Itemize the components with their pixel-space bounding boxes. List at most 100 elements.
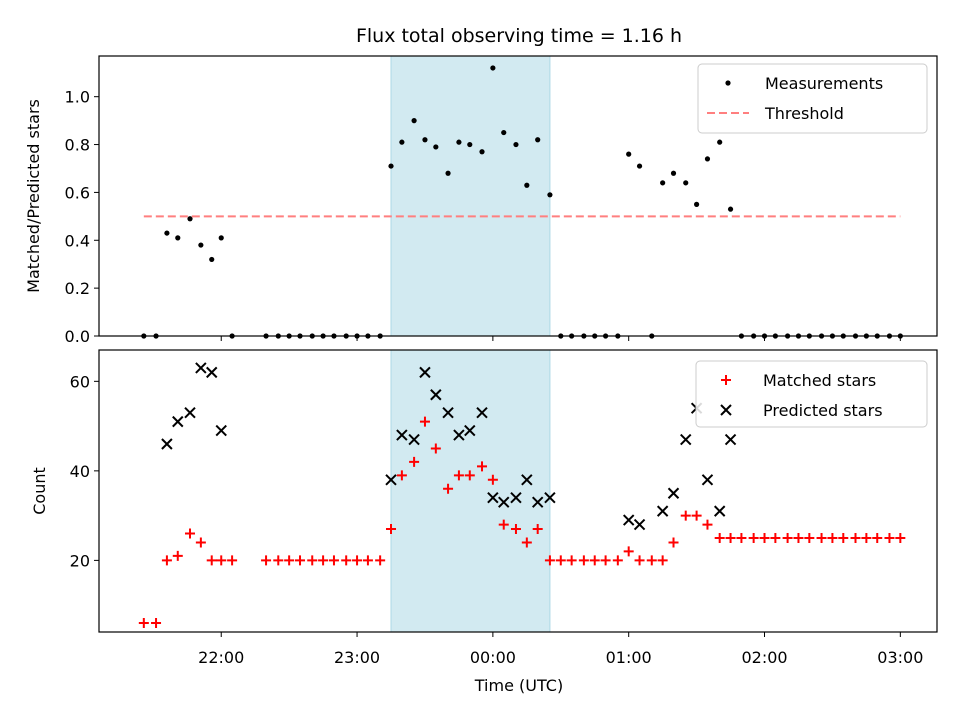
data-point xyxy=(479,149,485,155)
data-point xyxy=(770,533,781,543)
data-point xyxy=(535,137,541,143)
data-point xyxy=(172,415,184,428)
data-point xyxy=(411,118,417,124)
data-point xyxy=(430,443,441,454)
data-point xyxy=(172,550,183,561)
data-point xyxy=(600,555,611,566)
data-point xyxy=(453,470,464,481)
y-tick-label: 0.6 xyxy=(65,183,90,202)
data-point xyxy=(487,474,498,485)
data-point xyxy=(175,235,181,241)
data-point xyxy=(861,533,872,543)
y-tick-label: 0.4 xyxy=(65,231,90,250)
data-point xyxy=(636,163,643,169)
data-point xyxy=(164,230,170,236)
data-point xyxy=(736,533,747,543)
y-tick-label: 1.0 xyxy=(65,88,90,107)
data-point xyxy=(691,510,702,521)
data-point xyxy=(419,416,430,427)
data-point xyxy=(399,139,405,145)
y-axis-label: Count xyxy=(30,467,49,515)
data-point xyxy=(782,533,793,543)
data-point xyxy=(433,144,439,150)
data-point xyxy=(161,555,172,566)
data-point xyxy=(667,487,680,499)
data-point xyxy=(138,618,149,629)
x-tick-label: 01:00 xyxy=(606,648,652,667)
data-point xyxy=(386,524,397,535)
data-point xyxy=(850,533,861,543)
data-point xyxy=(555,555,566,566)
data-point xyxy=(524,182,530,188)
data-point xyxy=(209,256,215,263)
data-point xyxy=(227,555,238,566)
data-point xyxy=(261,555,272,566)
legends: Measurements Threshold Matched stars Predic… xyxy=(695,63,928,428)
data-point xyxy=(385,474,397,486)
y-tick-label: 0.8 xyxy=(65,136,90,155)
data-point xyxy=(838,533,849,543)
data-point xyxy=(510,492,522,504)
y-tick-label: 60 xyxy=(70,372,90,391)
data-point xyxy=(464,470,475,481)
data-point xyxy=(804,533,815,543)
y-tick-label: 0.0 xyxy=(65,327,90,346)
data-point xyxy=(702,519,713,530)
data-point xyxy=(284,555,295,566)
data-point xyxy=(827,533,838,543)
data-point xyxy=(318,555,329,566)
data-point xyxy=(725,533,736,543)
chart-title: Flux total observing time = 1.16 h xyxy=(356,25,682,47)
legend-box xyxy=(695,360,928,428)
data-point xyxy=(487,492,499,504)
data-point xyxy=(566,555,577,566)
data-point xyxy=(396,429,408,441)
data-point xyxy=(657,555,668,566)
data-point xyxy=(633,518,646,531)
data-point xyxy=(430,389,442,401)
plot-frame xyxy=(98,55,938,337)
highlight-span xyxy=(390,55,551,337)
legend-label: Measurements xyxy=(765,74,883,93)
data-point xyxy=(531,496,544,508)
data-point xyxy=(626,151,632,157)
data-point xyxy=(215,424,227,437)
data-point xyxy=(717,139,723,145)
data-point xyxy=(670,170,677,176)
data-point xyxy=(544,492,556,504)
data-point xyxy=(816,533,827,543)
data-point xyxy=(161,438,173,450)
data-point xyxy=(680,433,692,446)
data-point xyxy=(307,555,318,566)
data-point xyxy=(589,555,600,566)
data-point xyxy=(151,618,162,629)
data-point xyxy=(510,524,521,535)
data-point xyxy=(727,206,734,212)
data-point xyxy=(490,65,496,71)
data-point xyxy=(422,137,428,143)
x-tick-label: 00:00 xyxy=(470,648,516,667)
data-point xyxy=(464,424,476,437)
data-point xyxy=(498,519,509,530)
data-point xyxy=(445,170,451,176)
y-axis-label: Matched/Predicted stars xyxy=(24,99,43,293)
data-point xyxy=(704,156,711,162)
legend-label: Threshold xyxy=(764,104,844,123)
legend-swatch xyxy=(720,404,732,416)
data-point xyxy=(419,366,431,379)
data-point xyxy=(714,533,725,543)
legend-swatch xyxy=(721,375,731,385)
data-point xyxy=(872,533,883,543)
data-point xyxy=(409,456,420,467)
x-tick-label: 03:00 xyxy=(877,648,923,667)
data-point xyxy=(748,533,759,543)
x-tick-label: 23:00 xyxy=(334,648,380,667)
data-point xyxy=(544,555,555,566)
data-point xyxy=(341,555,352,566)
data-point xyxy=(218,235,224,241)
data-point xyxy=(206,366,218,379)
data-point xyxy=(362,555,373,566)
data-point xyxy=(442,406,454,419)
data-point xyxy=(660,180,666,186)
highlight-span xyxy=(390,349,551,633)
